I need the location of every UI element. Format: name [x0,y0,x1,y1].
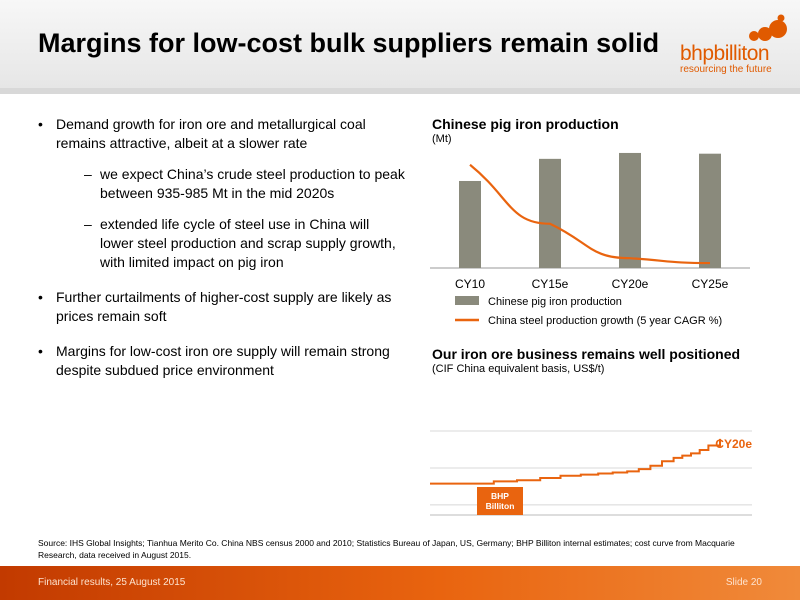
page-title: Margins for low-cost bulk suppliers rema… [38,28,660,58]
bhp-segment-box [477,487,523,515]
x-tick-label: CY20e [612,277,649,291]
bullet-item: • Demand growth for iron ore and metallu… [36,115,406,272]
x-tick-label: CY15e [532,277,569,291]
bullet-text: Further curtailments of higher-cost supp… [56,289,392,324]
logo-tagline: resourcing the future [680,64,772,75]
title-band [0,0,800,88]
sub-bullet-text: we expect China’s crude steel production… [100,166,405,201]
bhp-billiton-logo: bhpbilliton resourcing the future [670,14,795,78]
bar-CY10 [459,180,481,268]
bullet-marker: • [38,116,43,132]
legend-bar-swatch [455,296,479,305]
slide-number: Slide 20 [725,577,762,588]
x-tick-label: CY10 [455,277,485,291]
bar-CY20e [619,152,641,268]
dash-marker: – [84,166,92,182]
bar-CY15e [539,158,561,268]
sub-bullet-text: extended life cycle of steel use in Chin… [100,216,396,270]
pig-iron-chart: CY10 CY15e CY20e CY25e Chinese pig iron prod… [430,152,750,327]
dash-marker: – [84,216,92,232]
bullet-item: • Further curtailments of higher-cost su… [36,288,406,326]
bullet-list: • Demand growth for iron ore and metallu… [36,115,406,396]
legend-label: China steel production growth (5 year CA… [488,315,722,327]
source-note: Source: IHS Global Insights; Tianhua Mer… [38,538,735,560]
logo-wordmark: bhpbilliton [680,42,770,65]
footer-bar: Financial results, 25 August 2015 Slide … [0,566,800,600]
sub-bullet-item: – we expect China’s crude steel producti… [56,165,406,203]
growth-line [469,163,711,265]
title-divider [0,88,800,94]
bullet-marker: • [38,343,43,359]
bullet-marker: • [38,289,43,305]
cost-curve-line [430,438,721,485]
bullet-text: Demand growth for iron ore and metallurg… [56,116,366,151]
footer-date: Financial results, 25 August 2015 [38,577,186,588]
sub-bullet-item: – extended life cycle of steel use in Ch… [56,215,406,272]
bullet-text: Margins for low-cost iron ore supply wil… [56,343,390,378]
bullet-item: • Margins for low-cost iron ore supply w… [36,342,406,380]
bar-CY25e [699,153,721,268]
chart2-subtitle: (CIF China equivalent basis, US$/t) [432,363,605,375]
chart1-title: Chinese pig iron production [432,116,619,132]
bhp-segment-label: Billiton [486,501,515,511]
chart2-title: Our iron ore business remains well posit… [432,346,741,362]
x-tick-label: CY25e [692,277,729,291]
bhp-segment-label: BHP [491,491,509,501]
cy20e-label: CY20e [715,437,752,451]
chart1-subtitle: (Mt) [432,133,452,145]
legend-label: Chinese pig iron production [488,296,622,308]
logo-dots-icon [749,14,787,41]
